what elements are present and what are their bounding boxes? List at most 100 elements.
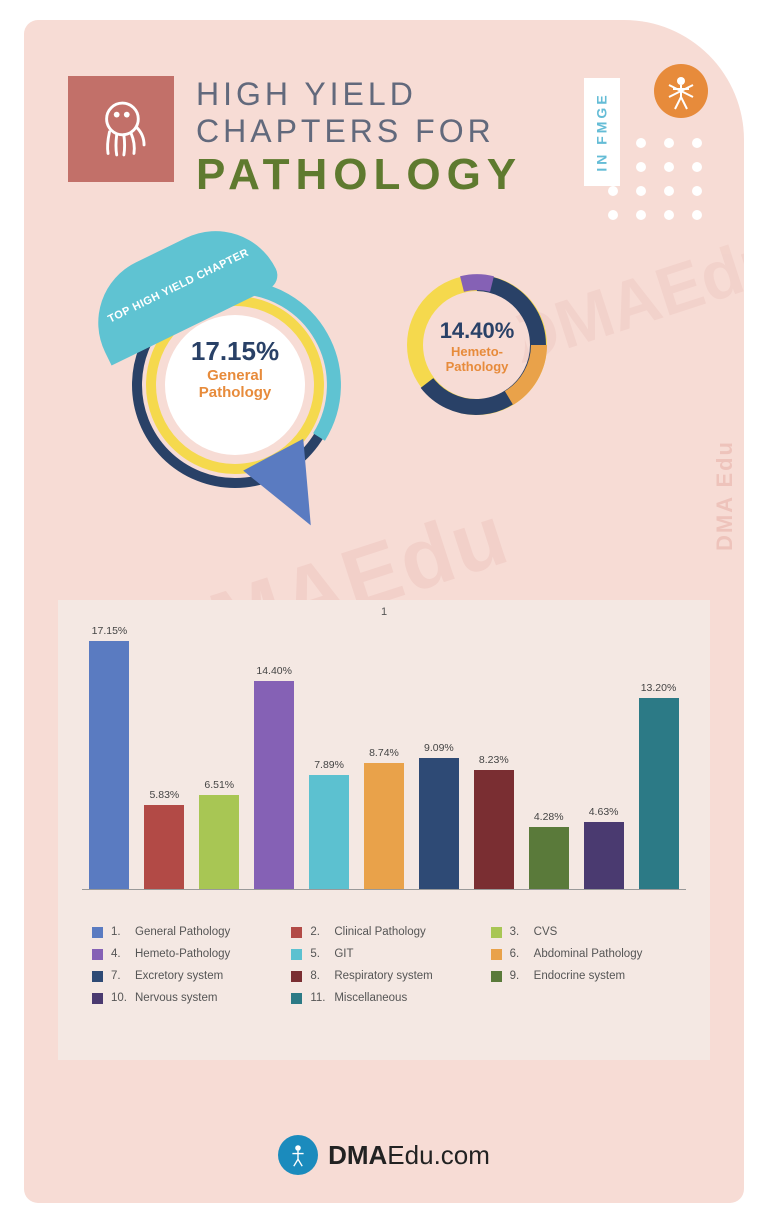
infographic-card: HIGH YIELD CHAPTERS FOR PATHOLOGY IN FMG…	[24, 20, 744, 1203]
legend-num: 11.	[310, 992, 326, 1004]
vitruvian-icon	[654, 64, 708, 118]
title-line2: CHAPTERS FOR	[196, 113, 522, 150]
legend-num: 2.	[310, 926, 326, 938]
legend-item: 7.Excretory system	[92, 970, 283, 982]
legend-item: 5. GIT	[291, 948, 482, 960]
legend-item: 9. Endocrine system	[491, 970, 682, 982]
legend-item: 8. Respiratory system	[291, 970, 482, 982]
donut2-center: 14.40% Hemeto- Pathology	[402, 318, 552, 374]
bar-rect	[419, 758, 459, 889]
legend: 1. General Pathology 2. Clinical Pathology 3…	[92, 926, 682, 1004]
legend-num: 4.	[111, 948, 127, 960]
legend-label: General Pathology	[135, 926, 230, 938]
legend-label: Nervous system	[135, 992, 217, 1004]
bar: 5.83%	[140, 789, 188, 889]
footer-vman-icon	[284, 1141, 312, 1169]
bar-value: 13.20%	[641, 682, 677, 694]
bar-rect	[89, 641, 129, 889]
legend-swatch	[491, 949, 502, 960]
bar-value: 6.51%	[204, 779, 234, 791]
bar-value: 5.83%	[149, 789, 179, 801]
legend-item: 10. Nervous system	[92, 992, 283, 1004]
legend-num: 1.	[111, 926, 127, 938]
bar: 4.28%	[525, 811, 573, 889]
donut-top-chapter: TOP HIGH YIELD CHAPTER 17.15% General Pa…	[94, 250, 374, 550]
donut2-percent: 14.40%	[402, 318, 552, 344]
legend-num: 8.	[310, 970, 326, 982]
title-subject: PATHOLOGY	[196, 150, 522, 200]
bar-rect	[199, 795, 239, 889]
bar-value: 17.15%	[92, 625, 128, 637]
bar: 4.63%	[580, 806, 628, 889]
legend-swatch	[491, 927, 502, 938]
legend-item: 11. Miscellaneous	[291, 992, 482, 1004]
subject-icon-box	[68, 76, 174, 182]
dot-grid	[608, 138, 706, 220]
donut-section: TOP HIGH YIELD CHAPTER 17.15% General Pa…	[94, 250, 674, 570]
legend-swatch	[291, 971, 302, 982]
footer-rest: Edu	[387, 1140, 433, 1170]
bar: 7.89%	[305, 759, 353, 889]
bars-area: 17.15%5.83%6.51%14.40%7.89%8.74%9.09%8.2…	[82, 630, 686, 890]
vman-svg	[661, 71, 701, 111]
bar-rect	[639, 698, 679, 889]
legend-label: Excretory system	[135, 970, 223, 982]
footer-text: DMAEdu.com	[328, 1140, 490, 1171]
bar-rect	[474, 770, 514, 889]
donut1-label: General Pathology	[170, 367, 300, 401]
legend-item: 1. General Pathology	[92, 926, 283, 938]
title-block: HIGH YIELD CHAPTERS FOR PATHOLOGY	[196, 76, 522, 200]
title-line1: HIGH YIELD	[196, 76, 522, 113]
bar-value: 8.74%	[369, 747, 399, 759]
legend-swatch	[92, 993, 103, 1004]
footer: DMAEdu.com	[24, 1135, 744, 1175]
bar-rect	[144, 805, 184, 889]
legend-item: 4. Hemeto-Pathology	[92, 948, 283, 960]
bar-value: 8.23%	[479, 754, 509, 766]
legend-label: Miscellaneous	[334, 992, 407, 1004]
legend-num: 10.	[111, 992, 127, 1004]
footer-domain: .com	[434, 1140, 490, 1170]
bar-value: 14.40%	[256, 665, 292, 677]
legend-swatch	[92, 927, 103, 938]
legend-item: 3. CVS	[491, 926, 682, 938]
bar-value: 9.09%	[424, 742, 454, 754]
bar-rect	[584, 822, 624, 889]
bar-rect	[309, 775, 349, 889]
donut2-label: Hemeto- Pathology	[402, 344, 552, 374]
legend-label: Respiratory system	[334, 970, 432, 982]
bar: 8.23%	[470, 754, 518, 889]
bar-rect	[529, 827, 569, 889]
side-brand: DMA Edu	[712, 440, 738, 551]
legend-swatch	[92, 949, 103, 960]
donut1-center: 17.15% General Pathology	[170, 336, 300, 401]
bar: 9.09%	[415, 742, 463, 889]
legend-num: 9.	[510, 970, 526, 982]
bar-value: 4.63%	[589, 806, 619, 818]
legend-item: 6.Abdominal Pathology	[491, 948, 682, 960]
x-axis-label: 1	[58, 606, 710, 618]
legend-item: 2. Clinical Pathology	[291, 926, 482, 938]
bar: 8.74%	[360, 747, 408, 889]
legend-label: Abdominal Pathology	[534, 948, 643, 960]
legend-swatch	[491, 971, 502, 982]
legend-num: 5.	[310, 948, 326, 960]
bar: 6.51%	[195, 779, 243, 889]
legend-label: Endocrine system	[534, 970, 625, 982]
bar: 13.20%	[635, 682, 683, 889]
legend-swatch	[291, 927, 302, 938]
microbe-icon	[85, 93, 157, 165]
legend-label: GIT	[334, 948, 353, 960]
footer-logo-circle	[278, 1135, 318, 1175]
legend-num: 3.	[510, 926, 526, 938]
legend-swatch	[92, 971, 103, 982]
bar-rect	[254, 681, 294, 889]
legend-label: CVS	[534, 926, 558, 938]
legend-label: Hemeto-Pathology	[135, 948, 230, 960]
bar-value: 4.28%	[534, 811, 564, 823]
donut-second: 14.40% Hemeto- Pathology	[402, 270, 572, 440]
bar-chart: 17.15%5.83%6.51%14.40%7.89%8.74%9.09%8.2…	[58, 600, 710, 1060]
legend-label: Clinical Pathology	[334, 926, 425, 938]
bar-value: 7.89%	[314, 759, 344, 771]
bar: 14.40%	[250, 665, 298, 889]
